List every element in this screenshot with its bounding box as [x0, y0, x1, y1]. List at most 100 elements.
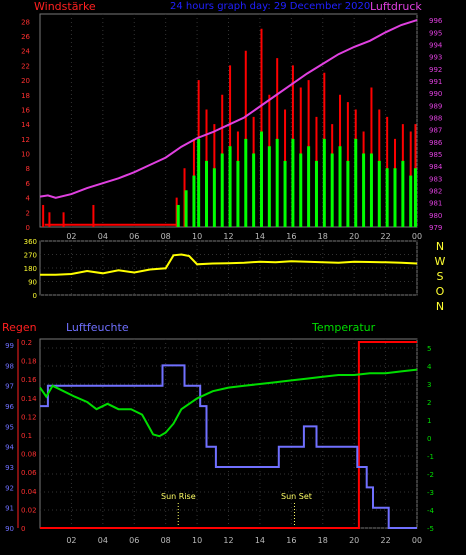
rain-tick-label: 0.1 — [21, 432, 32, 440]
rain-tick-label: 0.2 — [21, 339, 32, 347]
temperature-tick-label: 0 — [427, 435, 431, 443]
top-x-tick-label: 04 — [98, 232, 108, 241]
compass-letter: W — [435, 255, 446, 268]
rain-tick-label: 0.04 — [21, 488, 37, 496]
sunrise-label: Sun Rise — [161, 492, 196, 501]
pressure-tick-label: 980 — [429, 212, 442, 220]
mid-axes: 0 90 180 270 360 — [24, 238, 37, 300]
bottom-x-tick-label: 14 — [255, 536, 265, 545]
pressure-tick-label: 979 — [429, 224, 442, 232]
bottom-x-tick-label: 12 — [223, 536, 233, 545]
temperature-line — [39, 368, 418, 438]
pressure-label: Luftdruck — [370, 0, 422, 13]
bottom-x-tick-label: 10 — [192, 536, 202, 545]
bottom-grid — [40, 339, 418, 529]
top-x-tick-label: 02 — [66, 232, 76, 241]
pressure-tick-label: 991 — [429, 78, 442, 86]
humidity-tick-label: 98 — [5, 362, 14, 370]
top-series — [39, 19, 418, 227]
pressure-tick-label: 981 — [429, 200, 442, 208]
wind-tick-label: 14 — [21, 121, 30, 129]
top-x-tick-label: 14 — [255, 232, 265, 241]
humidity-line — [40, 364, 417, 529]
compass-letter: N — [436, 240, 444, 253]
temperature-tick-label: 3 — [427, 381, 431, 389]
temperature-tick-label: 4 — [427, 363, 432, 371]
humidity-tick-label: 96 — [5, 403, 14, 411]
bottom-x-tick-label: 18 — [318, 536, 328, 545]
compass-letter: S — [437, 270, 444, 283]
direction-tick-label: 360 — [24, 238, 37, 246]
pressure-line — [39, 19, 418, 199]
bottom-axes: 90 91 92 93 94 95 96 97 98 99 0 0.02 0.04 0.06 0.08 0.1… — [5, 339, 435, 545]
top-x-tick-label: 12 — [223, 232, 233, 241]
humidity-tick-label: 97 — [5, 383, 14, 391]
wind-tick-label: 2 — [26, 209, 30, 217]
sunset-label: Sun Set — [281, 492, 312, 501]
bottom-x-tick-label: 22 — [380, 536, 390, 545]
wind-tick-label: 16 — [21, 106, 30, 114]
pressure-tick-label: 985 — [429, 151, 442, 159]
bottom-x-tick-label: 08 — [161, 536, 171, 545]
humidity-tick-label: 95 — [5, 423, 14, 431]
temperature-tick-label: -2 — [427, 471, 434, 479]
rain-tick-label: 0.06 — [21, 469, 37, 477]
bottom-x-tick-label: 16 — [286, 536, 296, 545]
bottom-x-tick-label: 20 — [349, 536, 359, 545]
bottom-x-tick-label: 04 — [98, 536, 108, 545]
mid-series — [40, 253, 418, 276]
wind-tick-label: 28 — [21, 18, 30, 26]
top-x-tick-label: 10 — [192, 232, 202, 241]
rain-tick-label: 0.12 — [21, 413, 37, 421]
direction-tick-label: 270 — [24, 252, 37, 260]
pressure-tick-label: 989 — [429, 102, 442, 110]
chart-title: 24 hours graph day: 29 December 2020 — [170, 1, 370, 12]
humidity-tick-label: 99 — [5, 342, 14, 350]
wind-tick-label: 8 — [26, 165, 30, 173]
wind-tick-label: 26 — [21, 33, 30, 41]
humidity-tick-label: 92 — [5, 484, 14, 492]
rain-tick-label: 0.14 — [21, 395, 37, 403]
pressure-tick-label: 986 — [429, 139, 443, 147]
top-x-tick-label: 08 — [161, 232, 171, 241]
temperature-tick-label: -5 — [427, 525, 434, 533]
wind-tick-label: 6 — [26, 180, 31, 188]
humidity-tick-label: 93 — [5, 464, 14, 472]
rain-tick-label: 0 — [21, 525, 25, 533]
rain-tick-label: 0.08 — [21, 451, 37, 459]
rain-line — [40, 341, 417, 529]
wind-tick-label: 18 — [21, 92, 30, 100]
top-x-tick-label: 16 — [286, 232, 296, 241]
wind-tick-label: 22 — [21, 62, 30, 70]
top-plot-frame — [39, 13, 418, 228]
wind-speed-label: Windstärke — [34, 0, 96, 13]
top-x-tick-label: 20 — [349, 232, 359, 241]
top-x-tick-label: 18 — [318, 232, 328, 241]
pressure-tick-label: 994 — [429, 41, 443, 49]
rain-tick-label: 0.18 — [21, 358, 37, 366]
pressure-tick-label: 982 — [429, 187, 442, 195]
wind-tick-label: 4 — [26, 195, 31, 203]
wind-tick-label: 10 — [21, 151, 30, 159]
pressure-tick-label: 995 — [429, 29, 442, 37]
top-x-tick-label: 06 — [129, 232, 139, 241]
temperature-tick-label: -3 — [427, 489, 434, 497]
temperature-tick-label: 2 — [427, 399, 431, 407]
mid-grid — [40, 240, 418, 296]
humidity-tick-label: 90 — [5, 525, 14, 533]
humidity-label: Luftfeuchte — [66, 321, 129, 334]
pressure-tick-label: 996 — [429, 17, 443, 25]
wind-tick-label: 20 — [21, 77, 30, 85]
temperature-tick-label: 5 — [427, 345, 431, 353]
humidity-tick-label: 91 — [5, 505, 14, 513]
bottom-x-tick-label: 02 — [66, 536, 76, 545]
rain-tick-label: 0.16 — [21, 376, 37, 384]
direction-line — [40, 253, 418, 276]
wind-tick-label: 0 — [26, 224, 30, 232]
rain-label: Regen — [2, 321, 37, 334]
direction-tick-label: 0 — [33, 292, 37, 300]
top-x-tick-label: 00 — [412, 232, 422, 241]
rain-tick-label: 0.02 — [21, 506, 37, 514]
